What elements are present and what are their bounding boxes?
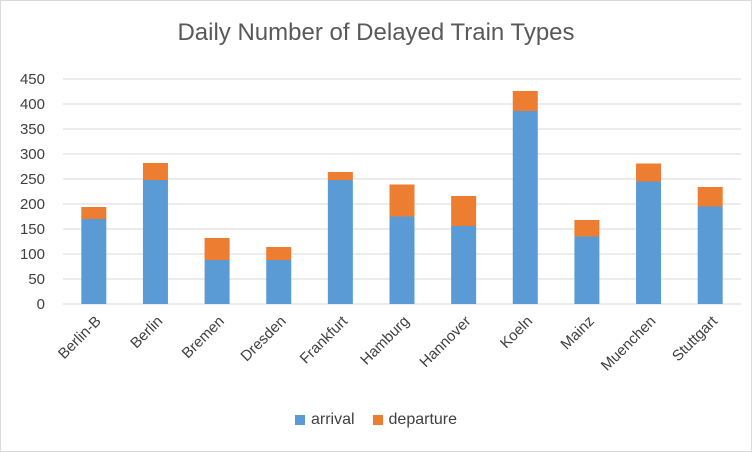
legend-label-arrival: arrival <box>310 411 355 428</box>
legend: arrival departure <box>1 411 751 429</box>
x-tick-label: Hamburg <box>357 313 413 369</box>
bar-arrival <box>574 236 600 304</box>
x-tick-label: Berlin-B <box>55 313 105 363</box>
bar-departure <box>574 220 600 237</box>
bar-arrival <box>266 260 292 304</box>
y-tick-label: 50 <box>28 271 45 288</box>
legend-label-departure: departure <box>388 411 458 428</box>
legend-swatch-departure <box>372 415 383 425</box>
bar-departure <box>389 184 415 217</box>
legend-swatch-arrival <box>294 415 305 425</box>
bar-arrival <box>389 216 415 304</box>
x-tick-label: Frankfurt <box>297 312 352 367</box>
bar-arrival <box>451 226 477 304</box>
chart-title: Daily Number of Delayed Train Types <box>177 19 575 46</box>
x-tick-label: Berlin <box>127 313 166 352</box>
bar-departure <box>636 163 662 182</box>
y-tick-label: 300 <box>20 146 45 163</box>
bar-departure <box>512 91 538 111</box>
bar-departure <box>266 247 292 260</box>
bar-departure <box>697 187 723 207</box>
y-tick-label: 100 <box>20 246 45 263</box>
bar-arrival <box>636 181 662 304</box>
bar-arrival <box>327 180 353 304</box>
bar-arrival <box>512 111 538 304</box>
x-tick-label: Muenchen <box>598 313 660 375</box>
bar-departure <box>142 163 168 180</box>
y-tick-label: 250 <box>20 171 45 188</box>
x-tick-label: Hannover <box>416 313 474 371</box>
legend-item-arrival: arrival <box>294 411 355 429</box>
bars <box>81 91 723 304</box>
y-tick-label: 0 <box>37 296 45 313</box>
y-tick-label: 200 <box>20 196 45 213</box>
x-tick-label: Bremen <box>179 313 228 362</box>
bar-arrival <box>697 206 723 304</box>
x-tick-label: Koeln <box>497 313 536 352</box>
y-axis-ticks: 0 50 100 150 200 250 300 350 400 450 <box>20 71 45 313</box>
bar-departure <box>204 238 230 260</box>
legend-item-departure: departure <box>372 411 458 429</box>
y-tick-label: 350 <box>20 121 45 138</box>
bar-departure <box>81 207 107 219</box>
bar-departure <box>451 196 477 226</box>
bar-arrival <box>81 219 107 304</box>
bar-arrival <box>142 180 168 304</box>
x-tick-label: Dresden <box>237 313 289 365</box>
bar-departure <box>327 172 353 180</box>
y-tick-label: 400 <box>20 96 45 113</box>
y-tick-label: 450 <box>20 71 45 88</box>
x-tick-label: Stuttgart <box>669 312 722 365</box>
y-tick-label: 150 <box>20 221 45 238</box>
x-axis-ticks: Berlin-B Berlin Bremen Dresden Frankfurt Hamb… <box>55 312 722 374</box>
bar-arrival <box>204 260 230 304</box>
x-tick-label: Mainz <box>557 313 597 353</box>
